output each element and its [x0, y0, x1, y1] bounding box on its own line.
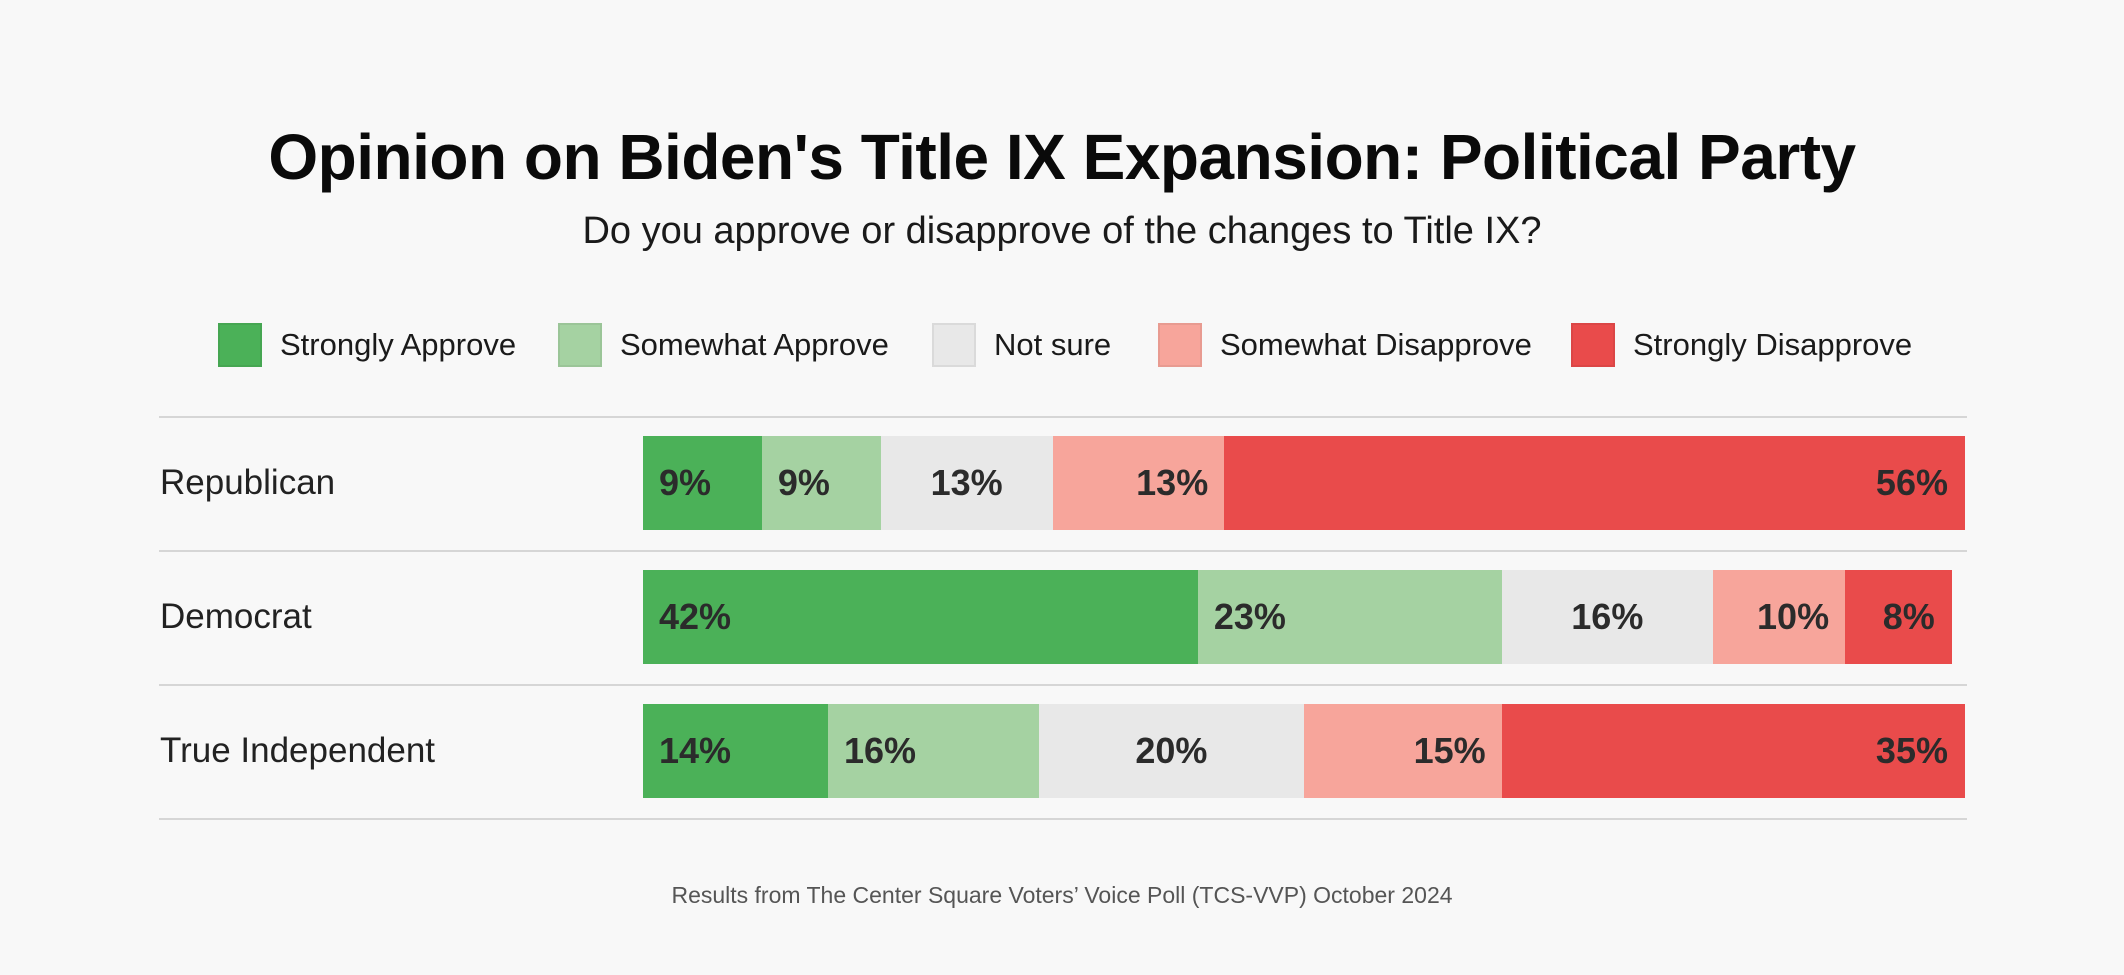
data-label: 13%: [1136, 462, 1209, 503]
bar-segment-strongly-disapprove: [1845, 570, 1953, 664]
row-divider: [159, 416, 1967, 418]
row-label-democrat: Democrat: [160, 597, 312, 636]
bar-segment-somewhat-disapprove: [1303, 704, 1503, 798]
data-label: 20%: [1135, 730, 1208, 771]
data-label: 23%: [1213, 596, 1286, 637]
legend-label: Somewhat Approve: [620, 327, 889, 362]
data-label: 10%: [1757, 596, 1830, 637]
data-label: 35%: [1875, 730, 1948, 771]
bar-row-true-independent: 14% 16% 20% 15% 35%: [643, 704, 1965, 798]
bar-segment-not-sure: [1501, 570, 1714, 664]
row-label-republican: Republican: [160, 463, 336, 502]
legend-item-strongly-disapprove: Strongly Disapprove: [1571, 321, 1912, 369]
row-divider: [159, 684, 1967, 686]
legend-item-strongly-approve: Strongly Approve: [218, 321, 516, 369]
bar-segment-not-sure: [1039, 704, 1305, 798]
bar-segment-somewhat-approve: [761, 436, 882, 530]
legend-item-somewhat-approve: Somewhat Approve: [558, 321, 889, 369]
legend-swatch: [1158, 323, 1202, 367]
bar-segment-strongly-disapprove: [1501, 704, 1965, 798]
bar-row-republican: 9% 9% 13% 13% 56%: [643, 436, 1966, 530]
data-label: 13%: [930, 462, 1003, 503]
bar-segment-strongly-approve: [643, 570, 1199, 664]
data-label: 9%: [659, 462, 712, 503]
legend-label: Strongly Approve: [280, 327, 517, 362]
data-label: 8%: [1882, 596, 1935, 637]
bar-segment-strongly-approve: [643, 436, 763, 530]
chart-subtitle: Do you approve or disapprove of the chan…: [582, 210, 1542, 252]
legend-swatch: [558, 323, 602, 367]
chart-legend: Strongly Approve Somewhat Approve Not sure…: [0, 321, 2124, 371]
chart-footnote: Results from The Center Square Voters’ V…: [671, 882, 1453, 908]
data-label: 16%: [1571, 596, 1644, 637]
legend-item-not-sure: Not sure: [932, 321, 1111, 369]
legend-swatch: [932, 323, 976, 367]
data-label: 16%: [843, 730, 916, 771]
bar-segment-strongly-approve: [643, 704, 829, 798]
bar-segment-somewhat-approve: [827, 704, 1040, 798]
data-label: 56%: [1875, 462, 1948, 503]
chart-title: Opinion on Biden's Title IX Expansion: P…: [268, 121, 1856, 193]
legend-swatch: [218, 323, 262, 367]
bar-row-democrat: 42% 23% 16% 10% 8%: [643, 570, 1965, 664]
bar-segment-not-sure: [880, 436, 1054, 530]
legend-label: Somewhat Disapprove: [1220, 327, 1532, 362]
bar-segment-somewhat-approve: [1197, 570, 1503, 664]
legend-item-somewhat-disapprove: Somewhat Disapprove: [1158, 321, 1532, 369]
legend-label: Not sure: [994, 327, 1112, 362]
data-label: 15%: [1413, 730, 1486, 771]
data-label: 14%: [659, 730, 732, 771]
legend-swatch: [1571, 323, 1615, 367]
bar-segment-somewhat-disapprove: [1052, 436, 1226, 530]
bar-segment-somewhat-disapprove: [1713, 570, 1846, 664]
data-label: 42%: [659, 596, 732, 637]
row-divider: [159, 550, 1967, 552]
bar-segment-strongly-disapprove: [1224, 436, 1966, 530]
data-label: 9%: [777, 462, 830, 503]
row-label-true-independent: True Independent: [160, 731, 436, 770]
legend-label: Strongly Disapprove: [1633, 327, 1913, 362]
row-divider: [159, 818, 1967, 820]
